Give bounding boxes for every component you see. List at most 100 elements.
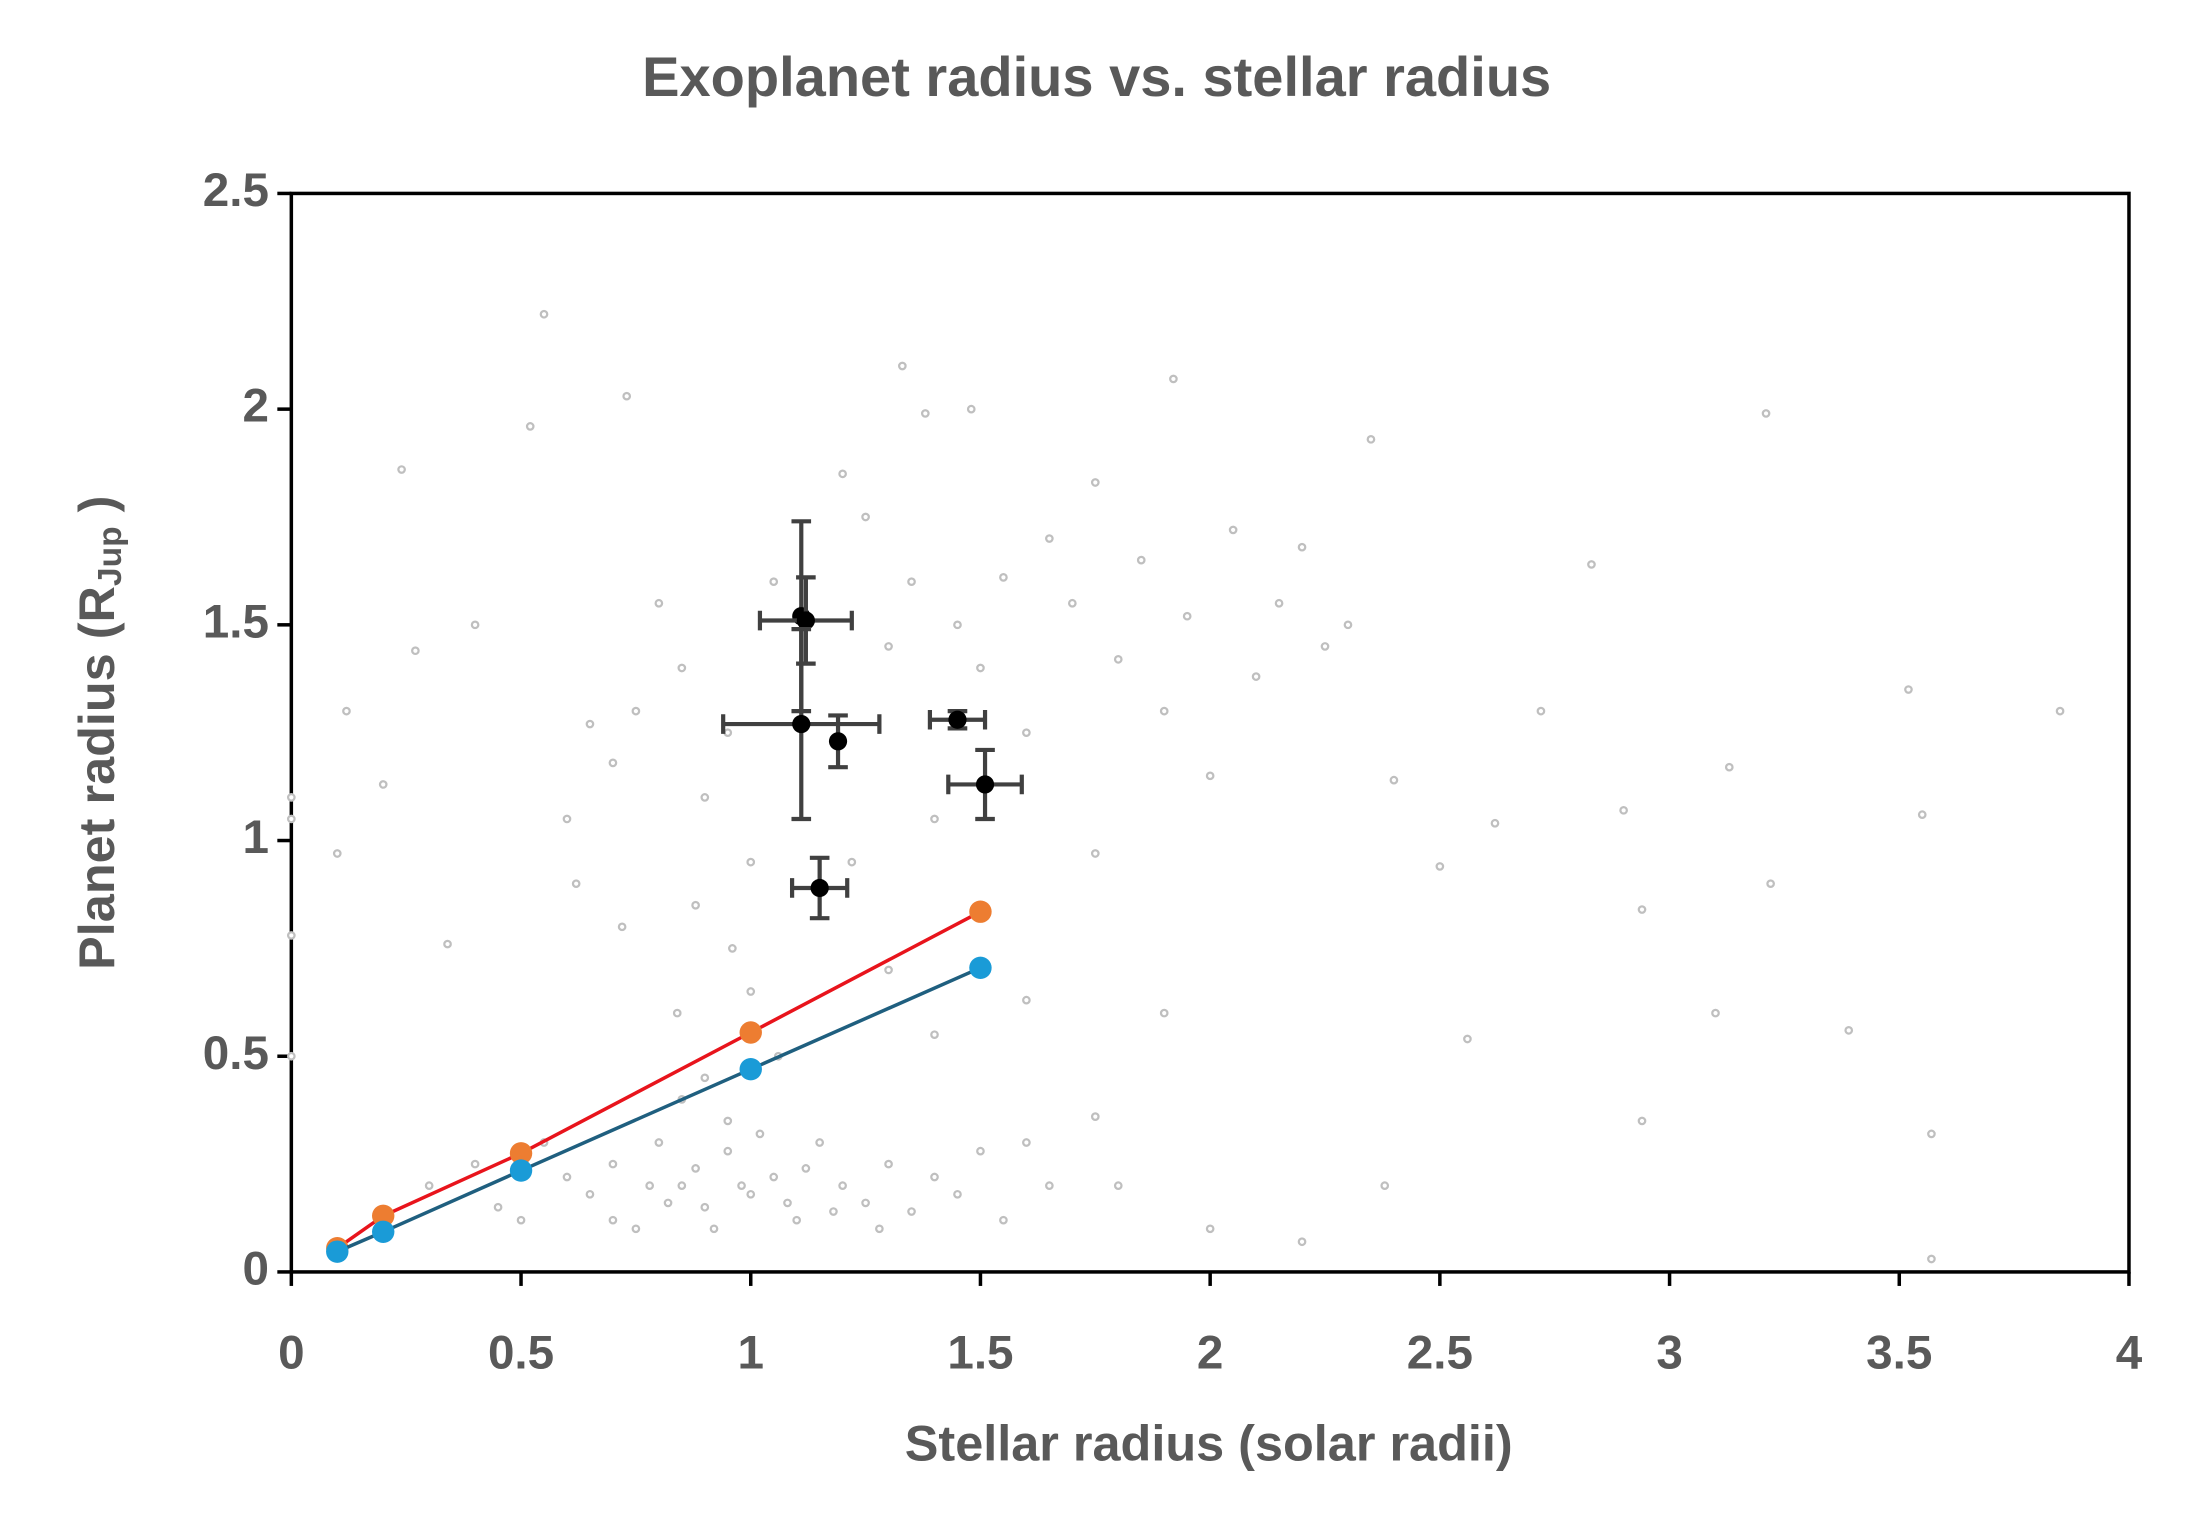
exoplanet-point [1844,1026,1854,1035]
exoplanet-point [723,728,733,738]
exoplanet-point [700,793,710,802]
y-tick-label: 2.5 [203,164,269,217]
exoplanet-point [1113,1181,1123,1190]
model-point [372,1204,395,1228]
y-axis-label: Planet radius (RJup ) [68,496,129,970]
exoplanet-point [1463,1034,1472,1044]
exoplanet-point [746,1189,756,1199]
exoplanet-point [1090,1112,1100,1121]
exoplanet-point [1927,1254,1936,1264]
measured-point [828,732,848,751]
exoplanet-point [617,922,627,932]
exoplanet-point [571,879,581,889]
model-point [372,1220,395,1244]
exoplanet-point [838,1181,847,1190]
exoplanet-point [1136,555,1146,565]
exoplanet-point [898,361,907,371]
exoplanet-point [953,1189,962,1199]
exoplanet-point [769,577,779,587]
exoplanet-point [709,1224,719,1234]
exoplanet-point [1619,805,1628,815]
exoplanet-point [585,1189,595,1199]
exoplanet-point [999,573,1008,582]
x-tick-label: 3.5 [1866,1327,1932,1380]
exoplanet-point [1711,1008,1720,1018]
exoplanet-point [411,646,420,656]
exoplanet-point [608,1215,618,1225]
exoplanet-point [286,931,296,940]
exoplanet-point [539,309,549,319]
model-point [326,1240,349,1263]
exoplanet-point [976,663,985,673]
measured-point [948,710,967,729]
exoplanet-point [631,1224,641,1234]
model-point [509,1142,533,1165]
exoplanet-point [829,1207,838,1216]
exoplanet-point [976,1146,985,1156]
x-tick-label: 4 [2116,1327,2143,1380]
exoplanet-point [1389,775,1399,785]
exoplanet-point [378,780,388,789]
exoplanet-point [1159,1008,1169,1018]
x-tick-label: 2 [1197,1327,1223,1380]
exoplanet-point [443,939,452,949]
exoplanet-point [1927,1129,1936,1139]
exoplanet-point [1917,810,1927,819]
exoplanet-point [907,577,916,587]
exoplanet-point [737,1181,746,1190]
exoplanet-point [1297,542,1307,552]
exoplanet-point [1205,1224,1215,1234]
exoplanet-point [677,663,687,673]
exoplanet-point [847,857,857,867]
exoplanet-point [1297,1237,1307,1247]
exoplanet-point [1435,862,1445,871]
exoplanet-point [861,512,870,522]
exoplanet-point [930,1172,939,1182]
exoplanet-point [783,1198,792,1208]
exoplanet-point [1274,598,1284,608]
exoplanet-point [286,814,296,824]
x-tick-label: 1 [738,1327,764,1380]
exoplanet-point [470,620,480,630]
x-tick-label: 0 [278,1327,304,1380]
exoplanet-point [1205,771,1215,781]
exoplanet-point [1045,534,1054,543]
exoplanet-point [884,1159,893,1169]
exoplanet-point [424,1181,434,1190]
exoplanet-point [608,758,618,768]
exoplanet-point [1724,762,1734,772]
x-tick-label: 0.5 [488,1327,554,1380]
exoplanet-point [654,598,664,608]
exoplanet-point [792,1215,802,1225]
exoplanet-point [769,1172,779,1182]
exoplanet-point [966,404,976,414]
exoplanet-point [470,1159,480,1169]
y-tick-label: 1.5 [203,595,269,648]
exoplanet-point [663,1198,673,1208]
exoplanet-point [801,1164,811,1173]
exoplanet-point [1343,620,1353,630]
exoplanet-point [1761,409,1771,418]
exoplanet-point [1090,478,1100,487]
exoplanet-point [654,1138,664,1147]
y-label-text: Planet radius (R [68,586,125,970]
y-tick-label: 1 [242,811,268,864]
exoplanet-point [585,719,595,729]
exoplanet-point [884,965,893,975]
exoplanet-point [930,1030,939,1040]
measured-point [792,714,811,734]
exoplanet-point [672,1008,682,1018]
exoplanet-point [815,1138,824,1147]
exoplanet-point [723,1146,733,1156]
exoplanet-point [493,1202,503,1212]
chart-title: Exoplanet radius vs. stellar radius [642,45,1551,108]
exoplanet-point [1159,706,1169,716]
exoplanet-point [930,814,939,824]
exoplanet-point [608,1159,618,1169]
exoplanet-point [562,1172,572,1182]
model-point [969,900,992,923]
exoplanet-point [645,1181,655,1190]
exoplanet-point [1022,1138,1031,1147]
